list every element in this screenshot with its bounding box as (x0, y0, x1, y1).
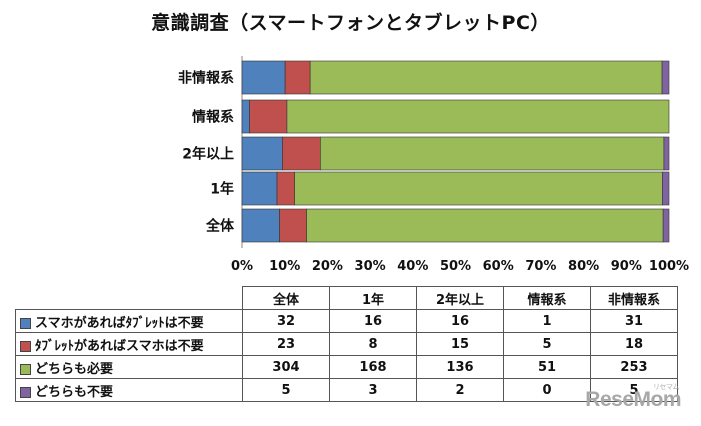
legend-swatch (20, 363, 31, 375)
bar-segment (284, 60, 311, 95)
table-cell: 168 (329, 355, 417, 379)
table-cell: 15 (416, 332, 504, 356)
bar-segment (279, 208, 307, 243)
x-tick-label: 0% (231, 259, 253, 274)
table-row-label: スマホがあればﾀﾌﾞﾚｯﾄは不要 (15, 309, 243, 333)
legend-swatch (20, 340, 31, 352)
table-cell: 3 (329, 378, 417, 402)
table-col-header: 非情報系 (590, 286, 678, 310)
table-col-header: 全体 (242, 286, 330, 310)
table-cell: 32 (242, 309, 330, 333)
x-tick-label: 80% (568, 259, 599, 274)
y-tick-label: 2年以上 (182, 146, 234, 163)
bar-segment (282, 136, 321, 171)
table-col-header: 情報系 (503, 286, 591, 310)
watermark-text: ReseMom (585, 388, 681, 411)
table-cell: 5 (590, 378, 678, 402)
chart-title: 意識調査（スマートフォンとタブレットPC） (151, 12, 550, 34)
legend-swatch (20, 386, 31, 398)
y-tick-label: 情報系 (192, 109, 234, 126)
table-row-label: ﾀﾌﾞﾚｯﾄがあればスマホは不要 (15, 332, 243, 356)
x-tick-label: 30% (355, 259, 386, 274)
watermark-subtext: リセマム (653, 384, 680, 391)
bar-segment (241, 99, 250, 134)
bar-segment (662, 208, 670, 243)
bar-segment (661, 60, 670, 95)
table-row: どちらも必要 304 168 136 51 253 (15, 355, 678, 379)
table-cell: 31 (590, 309, 678, 333)
x-tick-label: 40% (397, 259, 428, 274)
x-tick-label: 60% (483, 259, 514, 274)
table-cell: 304 (242, 355, 330, 379)
bar-segment (276, 171, 295, 206)
data-table: 全体 1年 2年以上 情報系 非情報系 スマホがあればﾀﾌﾞﾚｯﾄは不要 32 16… (15, 286, 678, 402)
x-tick-label: 50% (440, 259, 471, 274)
table-cell: 23 (242, 332, 330, 356)
bar-segment (241, 208, 280, 243)
table-cell: 2 (416, 378, 504, 402)
table-row-label: どちらも不要 (15, 378, 243, 402)
table-cell: 5 (503, 332, 591, 356)
table-cell: 5 (242, 378, 330, 402)
table-col-header: 1年 (329, 286, 417, 310)
x-tick-label: 90% (611, 259, 642, 274)
x-tick-label: 100% (649, 259, 689, 274)
bar-segment (249, 99, 288, 134)
table-row-label: どちらも必要 (15, 355, 243, 379)
x-tick-label: 70% (525, 259, 556, 274)
bar-segment (320, 136, 665, 171)
legend-label: どちらも必要 (35, 361, 114, 377)
bar-segment (294, 171, 663, 206)
table-corner (15, 286, 243, 310)
table-cell: 18 (590, 332, 678, 356)
y-tick-label: 非情報系 (178, 70, 234, 87)
resemom-watermark-logo: ReseMom リセマム (585, 384, 681, 412)
bar-segment (286, 99, 670, 134)
table-cell: 8 (329, 332, 417, 356)
bar-segment (663, 136, 670, 171)
y-tick-label: 1年 (210, 181, 234, 198)
bar-segment (241, 60, 286, 95)
table-row: ﾀﾌﾞﾚｯﾄがあればスマホは不要 23 8 15 5 18 (15, 332, 678, 356)
table-row: どちらも不要 5 3 2 0 5 (15, 378, 678, 402)
bar-segment (241, 171, 278, 206)
legend-label: どちらも不要 (35, 384, 114, 400)
legend-label: スマホがあればﾀﾌﾞﾚｯﾄは不要 (35, 315, 204, 331)
table-col-header: 2年以上 (416, 286, 504, 310)
bar-segment (662, 171, 670, 206)
table-cell: 136 (416, 355, 504, 379)
table-cell: 16 (416, 309, 504, 333)
legend-label: ﾀﾌﾞﾚｯﾄがあればスマホは不要 (35, 338, 204, 354)
y-tick-label: 全体 (205, 218, 235, 235)
table-row: スマホがあればﾀﾌﾞﾚｯﾄは不要 32 16 16 1 31 (15, 309, 678, 333)
table-cell: 16 (329, 309, 417, 333)
table-cell: 253 (590, 355, 678, 379)
bar-segment (241, 136, 283, 171)
table-cell: 0 (503, 378, 591, 402)
table-header-row: 全体 1年 2年以上 情報系 非情報系 (15, 286, 678, 310)
x-tick-label: 20% (312, 259, 343, 274)
table-cell: 51 (503, 355, 591, 379)
x-tick-label: 10% (269, 259, 300, 274)
legend-swatch (20, 317, 31, 329)
bar-segment (306, 208, 664, 243)
table-cell: 1 (503, 309, 591, 333)
bar-segment (309, 60, 663, 95)
